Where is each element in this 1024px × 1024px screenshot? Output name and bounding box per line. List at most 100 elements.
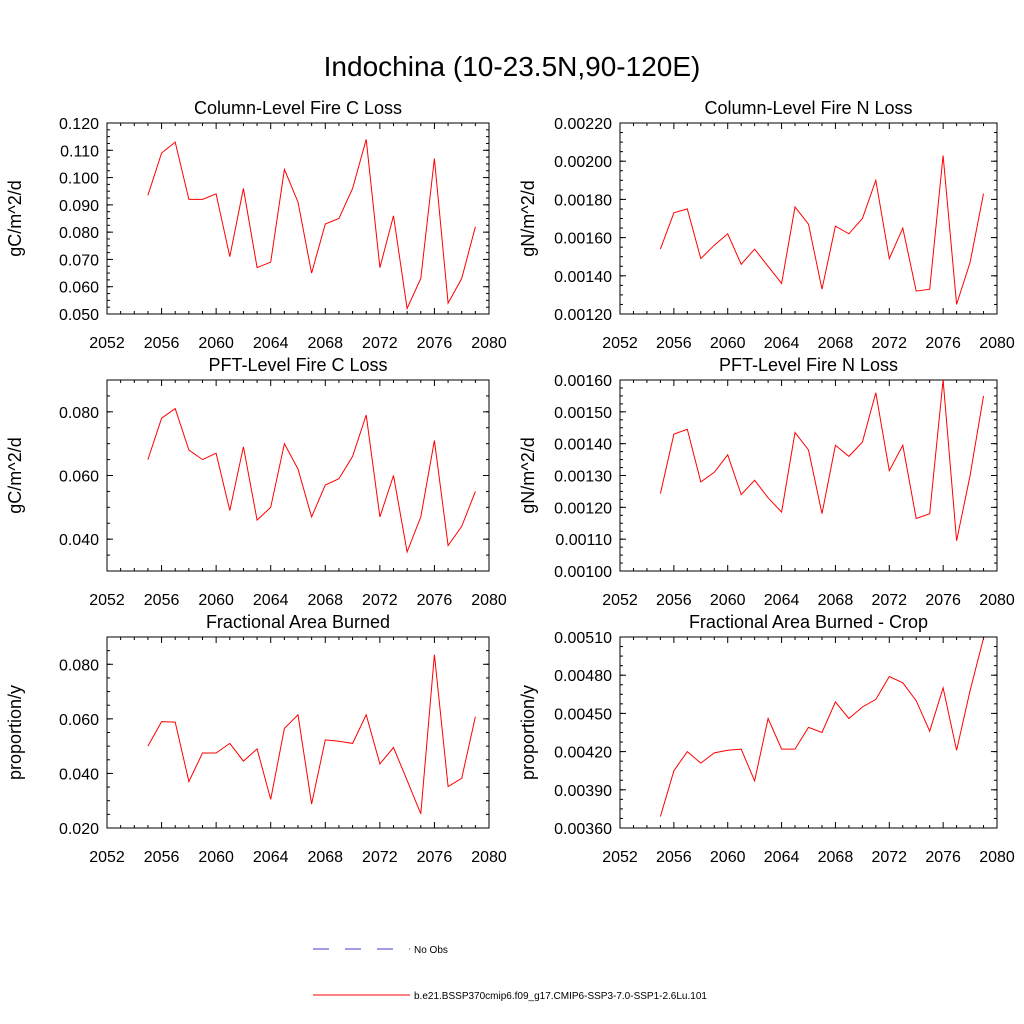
y-tick-label: 0.060	[59, 280, 99, 297]
legend-model-label: b.e21.BSSP370cmip6.f09_g17.CMIP6-SSP3-7.…	[414, 991, 707, 1002]
plot-frame	[106, 379, 490, 572]
x-tick-label: 2068	[818, 592, 854, 609]
panel-title: Fractional Area Burned - Crop	[689, 612, 928, 632]
x-tick-label: 2056	[656, 335, 692, 352]
y-tick-label: 0.080	[59, 225, 99, 242]
y-tick-label: 0.00160	[554, 373, 612, 390]
y-axis-label: gC/m^2/d	[5, 180, 25, 256]
x-tick-label: 2060	[198, 592, 234, 609]
x-tick-label: 2052	[89, 849, 125, 866]
x-tick-label: 2056	[656, 592, 692, 609]
x-tick-label: 2064	[764, 335, 800, 352]
panel-4: 2052 2056 2060 2064 2068 2072 2076 2080 0.00100 0…	[518, 355, 1015, 609]
x-tick-label: 2060	[710, 335, 746, 352]
x-tick-label: 2076	[417, 849, 453, 866]
y-tick-label: 0.00130	[554, 469, 612, 486]
x-tick-label: 2064	[253, 592, 289, 609]
y-tick-label: 0.100	[59, 171, 99, 188]
plot-frame	[106, 636, 490, 829]
y-tick-label: 0.00120	[554, 307, 612, 324]
x-tick-label: 2080	[471, 849, 507, 866]
x-tick-label: 2064	[764, 849, 800, 866]
y-axis-label: gN/m^2/d	[518, 437, 538, 513]
x-tick-label: 2052	[602, 849, 638, 866]
y-tick-label: 0.00100	[554, 564, 612, 581]
x-tick-label: 2056	[656, 849, 692, 866]
y-tick-label: 0.080	[59, 405, 99, 422]
panel-title: PFT-Level Fire N Loss	[719, 355, 898, 375]
x-tick-label: 2072	[362, 335, 398, 352]
x-tick-label: 2056	[144, 335, 180, 352]
x-tick-label: 2068	[818, 335, 854, 352]
x-tick-label: 2068	[818, 849, 854, 866]
y-tick-label: 0.00160	[554, 231, 612, 248]
y-tick-label: 0.080	[59, 657, 99, 674]
x-tick-label: 2068	[307, 592, 343, 609]
series-line	[147, 654, 476, 814]
y-tick-label: 0.00140	[554, 437, 612, 454]
y-tick-label: 0.00140	[554, 269, 612, 286]
y-axis-label: proportion/y	[518, 685, 538, 780]
x-tick-label: 2060	[710, 849, 746, 866]
y-tick-label: 0.00180	[554, 192, 612, 209]
panel-3: 2052 2056 2060 2064 2068 2072 2076 2080 0.040 0.0…	[5, 355, 507, 609]
x-tick-label: 2080	[979, 335, 1015, 352]
x-tick-label: 2072	[871, 849, 907, 866]
y-tick-label: 0.050	[59, 307, 99, 324]
y-axis-label: proportion/y	[5, 685, 25, 780]
series-line	[147, 139, 476, 311]
x-tick-label: 2076	[417, 335, 453, 352]
x-tick-label: 2072	[871, 592, 907, 609]
x-tick-label: 2060	[710, 592, 746, 609]
y-tick-label: 0.060	[59, 469, 99, 486]
x-tick-label: 2052	[89, 335, 125, 352]
panel-1: 2052 2056 2060 2064 2068 2072 2076 2080 0.050 0.0…	[5, 98, 507, 352]
x-tick-label: 2076	[925, 335, 961, 352]
x-tick-label: 2076	[925, 592, 961, 609]
series-line	[659, 379, 984, 541]
x-tick-label: 2072	[362, 592, 398, 609]
y-tick-label: 0.00390	[554, 783, 612, 800]
panel-5: 2052 2056 2060 2064 2068 2072 2076 2080 0.020 0.0…	[5, 612, 507, 866]
y-tick-label: 0.040	[59, 532, 99, 549]
plot-frame	[619, 122, 998, 315]
x-tick-label: 2052	[602, 592, 638, 609]
y-tick-label: 0.00110	[555, 532, 612, 549]
y-tick-label: 0.00220	[554, 116, 612, 133]
x-tick-label: 2056	[144, 592, 180, 609]
y-tick-label: 0.00150	[554, 405, 612, 422]
x-tick-label: 2072	[362, 849, 398, 866]
y-tick-label: 0.040	[59, 766, 99, 783]
y-tick-label: 0.090	[59, 198, 99, 215]
x-tick-label: 2080	[471, 335, 507, 352]
plot-frame	[619, 636, 998, 829]
x-tick-label: 2064	[253, 849, 289, 866]
panel-2: 2052 2056 2060 2064 2068 2072 2076 2080 0.00120 0…	[518, 98, 1015, 352]
x-tick-label: 2080	[979, 592, 1015, 609]
x-tick-label: 2052	[602, 335, 638, 352]
x-tick-label: 2068	[307, 849, 343, 866]
y-tick-label: 0.00360	[554, 821, 612, 838]
y-tick-label: 0.00480	[554, 668, 612, 685]
plot-frame	[106, 122, 490, 315]
panel-6: 2052 2056 2060 2064 2068 2072 2076 2080 0.00360 0…	[518, 612, 1015, 866]
series-line	[659, 638, 984, 817]
y-tick-label: 0.00510	[554, 630, 612, 647]
x-tick-label: 2080	[471, 592, 507, 609]
y-tick-label: 0.00200	[554, 154, 612, 171]
x-tick-label: 2060	[198, 849, 234, 866]
y-tick-label: 0.020	[59, 821, 99, 838]
panels: 2052 2056 2060 2064 2068 2072 2076 2080 0.050 0.0…	[5, 98, 1015, 866]
y-tick-label: 0.120	[59, 116, 99, 133]
x-tick-label: 2052	[89, 592, 125, 609]
figure-title: Indochina (10-23.5N,90-120E)	[324, 51, 701, 82]
legend: No Obs b.e21.BSSP370cmip6.f09_g17.CMIP6-…	[313, 945, 707, 1002]
series-line	[659, 155, 984, 305]
legend-obs-label: No Obs	[414, 945, 448, 956]
x-tick-label: 2064	[764, 592, 800, 609]
y-axis-label: gC/m^2/d	[5, 437, 25, 513]
y-tick-label: 0.00120	[554, 500, 612, 517]
series-line	[147, 407, 476, 554]
x-tick-label: 2076	[417, 592, 453, 609]
